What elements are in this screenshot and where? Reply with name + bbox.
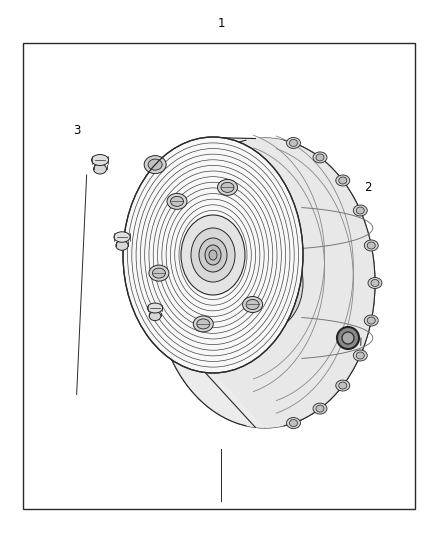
Ellipse shape <box>286 138 300 149</box>
Ellipse shape <box>336 380 350 391</box>
Ellipse shape <box>371 279 379 287</box>
Ellipse shape <box>209 250 217 260</box>
Ellipse shape <box>246 300 259 310</box>
Ellipse shape <box>243 296 263 312</box>
Polygon shape <box>123 137 265 428</box>
Ellipse shape <box>93 164 106 174</box>
Ellipse shape <box>313 403 327 414</box>
Ellipse shape <box>170 196 184 206</box>
Text: 1: 1 <box>217 18 225 30</box>
Ellipse shape <box>364 315 378 326</box>
Ellipse shape <box>353 205 367 216</box>
Ellipse shape <box>152 268 166 278</box>
Polygon shape <box>213 137 375 428</box>
Ellipse shape <box>316 154 324 161</box>
Ellipse shape <box>218 180 237 196</box>
Ellipse shape <box>191 228 235 282</box>
Ellipse shape <box>367 242 375 249</box>
Ellipse shape <box>155 138 375 428</box>
Ellipse shape <box>193 316 213 332</box>
Ellipse shape <box>353 350 367 361</box>
Ellipse shape <box>114 232 130 242</box>
Ellipse shape <box>149 312 161 321</box>
Ellipse shape <box>368 278 382 288</box>
Ellipse shape <box>147 303 162 313</box>
Text: 2: 2 <box>364 181 372 194</box>
Ellipse shape <box>181 215 245 295</box>
Ellipse shape <box>290 419 297 426</box>
Ellipse shape <box>339 382 347 389</box>
Ellipse shape <box>364 240 378 251</box>
Ellipse shape <box>342 332 354 344</box>
Ellipse shape <box>227 235 303 331</box>
Ellipse shape <box>144 156 166 174</box>
Ellipse shape <box>123 137 303 373</box>
Ellipse shape <box>336 175 350 186</box>
Ellipse shape <box>149 265 169 281</box>
Ellipse shape <box>290 140 297 147</box>
Bar <box>23 43 415 509</box>
Ellipse shape <box>199 238 227 272</box>
Ellipse shape <box>167 193 187 209</box>
Ellipse shape <box>286 417 300 429</box>
Ellipse shape <box>316 405 324 412</box>
Ellipse shape <box>92 155 109 166</box>
Ellipse shape <box>339 177 347 184</box>
Ellipse shape <box>356 207 364 214</box>
Ellipse shape <box>313 152 327 163</box>
Ellipse shape <box>367 317 375 324</box>
Ellipse shape <box>221 182 234 192</box>
Ellipse shape <box>116 241 128 251</box>
Text: 3: 3 <box>73 124 80 137</box>
Ellipse shape <box>337 327 359 349</box>
Ellipse shape <box>356 352 364 359</box>
Ellipse shape <box>205 245 221 265</box>
Ellipse shape <box>197 319 210 329</box>
Ellipse shape <box>148 159 162 170</box>
